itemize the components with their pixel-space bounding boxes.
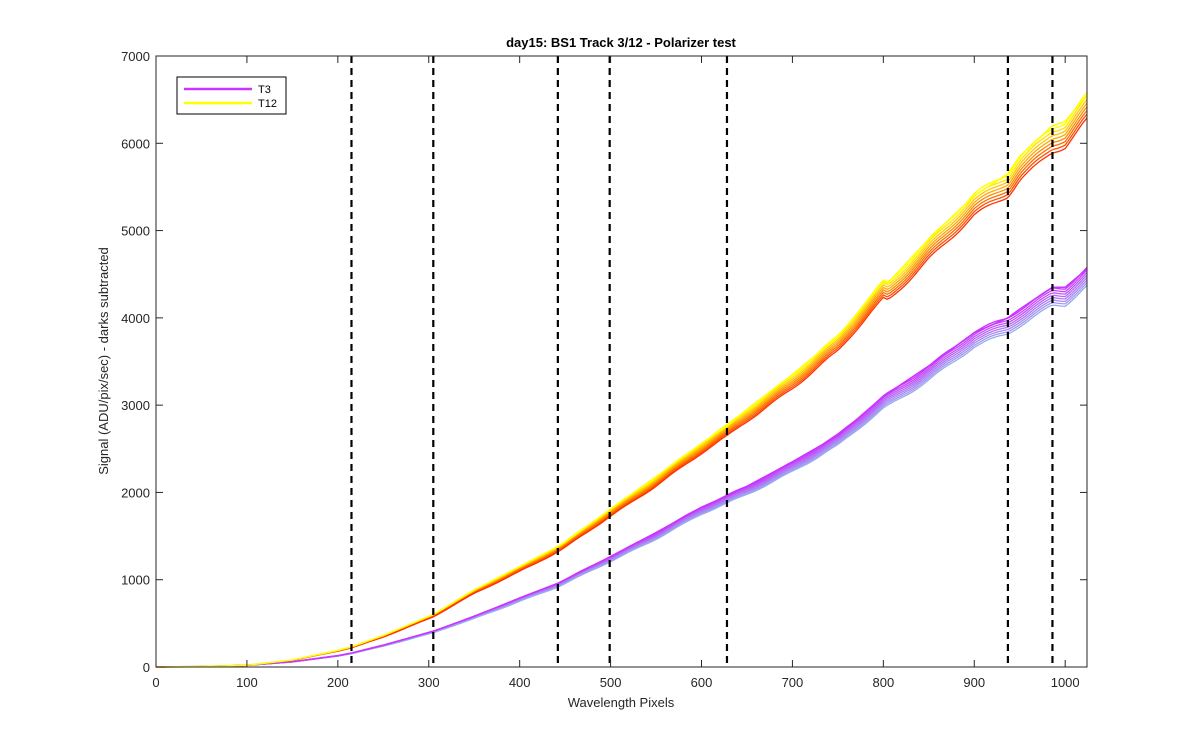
y-tick-label-1000: 1000 [121, 573, 150, 588]
x-tick-label-200: 200 [327, 675, 349, 690]
x-tick-label-400: 400 [509, 675, 531, 690]
y-axis-label: Signal (ADU/pix/sec) - darks subtracted [96, 247, 111, 475]
y-tick-label-3000: 3000 [121, 398, 150, 413]
y-tick-label-2000: 2000 [121, 485, 150, 500]
plot-area [156, 56, 1087, 667]
legend-box [176, 76, 287, 115]
x-tick-label-1000: 1000 [1051, 675, 1080, 690]
chart-title: day15: BS1 Track 3/12 - Polarizer test [506, 35, 736, 50]
series-line-t3 [155, 268, 1088, 668]
x-tick-label-800: 800 [872, 675, 894, 690]
x-tick-label-0: 0 [152, 675, 159, 690]
x-tick-label-300: 300 [418, 675, 440, 690]
legend-label-t3: T3 [258, 84, 271, 96]
series-line-t12 [155, 94, 1088, 668]
y-axis: 0 1000 2000 3000 4000 5000 6000 7000 [121, 49, 1087, 675]
x-axis: 0 100 200 300 400 500 600 700 800 900 1000 [152, 56, 1080, 690]
x-tick-label-900: 900 [963, 675, 985, 690]
x-axis-label: Wavelength Pixels [568, 695, 675, 710]
x-tick-label-500: 500 [600, 675, 622, 690]
plot-frame [155, 55, 1088, 668]
legend-label-t12: T12 [258, 98, 277, 110]
y-tick-label-4000: 4000 [121, 311, 150, 326]
series-lines [155, 94, 1088, 668]
y-tick-label-6000: 6000 [121, 136, 150, 151]
y-tick-label-5000: 5000 [121, 224, 150, 239]
x-tick-label-600: 600 [691, 675, 713, 690]
x-tick-label-100: 100 [236, 675, 258, 690]
reference-lines [350, 56, 1054, 667]
y-tick-label-0: 0 [143, 660, 150, 675]
x-tick-label-700: 700 [782, 675, 804, 690]
y-tick-label-7000: 7000 [121, 49, 150, 64]
